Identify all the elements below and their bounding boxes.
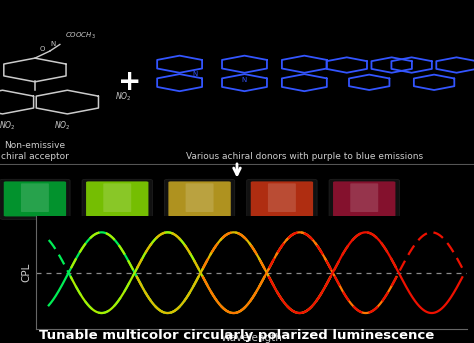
FancyBboxPatch shape bbox=[21, 184, 49, 212]
Text: Various achiral donors with purple to blue emissions: Various achiral donors with purple to bl… bbox=[186, 152, 423, 161]
Text: Tunable multicolor circularly polarized luminescence: Tunable multicolor circularly polarized … bbox=[39, 329, 435, 342]
FancyBboxPatch shape bbox=[350, 184, 378, 212]
Text: O: O bbox=[40, 46, 46, 52]
FancyBboxPatch shape bbox=[333, 181, 395, 216]
FancyBboxPatch shape bbox=[0, 179, 70, 220]
Text: $COOCH_3$: $COOCH_3$ bbox=[65, 31, 96, 41]
FancyBboxPatch shape bbox=[247, 179, 317, 220]
FancyBboxPatch shape bbox=[164, 179, 235, 220]
Text: N: N bbox=[50, 42, 55, 47]
X-axis label: Wavelength: Wavelength bbox=[220, 333, 282, 343]
Text: N: N bbox=[192, 71, 197, 77]
FancyBboxPatch shape bbox=[251, 181, 313, 216]
Y-axis label: CPL: CPL bbox=[21, 263, 31, 282]
Text: Non-emissive
chiral acceptor: Non-emissive chiral acceptor bbox=[1, 141, 69, 161]
FancyBboxPatch shape bbox=[86, 181, 148, 216]
Text: N: N bbox=[242, 77, 247, 83]
FancyBboxPatch shape bbox=[82, 179, 153, 220]
FancyBboxPatch shape bbox=[268, 184, 296, 212]
FancyBboxPatch shape bbox=[4, 181, 66, 216]
FancyBboxPatch shape bbox=[168, 181, 231, 216]
Text: $NO_2$: $NO_2$ bbox=[0, 119, 16, 132]
Text: +: + bbox=[118, 68, 141, 96]
Text: $NO_2$: $NO_2$ bbox=[115, 91, 131, 103]
FancyBboxPatch shape bbox=[186, 184, 214, 212]
Text: $NO_2$: $NO_2$ bbox=[54, 119, 71, 132]
FancyBboxPatch shape bbox=[103, 184, 131, 212]
FancyBboxPatch shape bbox=[329, 179, 400, 220]
